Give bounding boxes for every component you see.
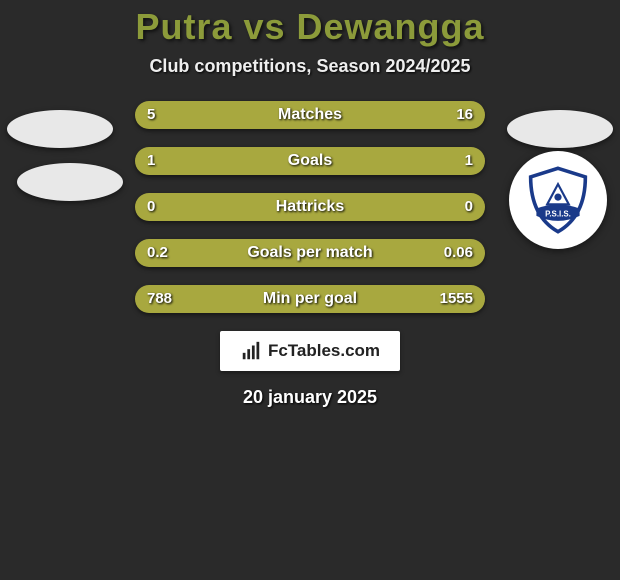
stat-label: Goals per match <box>135 239 485 267</box>
stat-value-left: 788 <box>147 285 172 313</box>
stat-row: Goals1 1 <box>135 147 485 175</box>
stat-value-right: 1555 <box>440 285 473 313</box>
stat-label: Goals <box>135 147 485 175</box>
page-title: Putra vs Dewangga <box>0 6 620 48</box>
branding-block: FcTables.com <box>220 331 400 371</box>
player-right-avatar-1 <box>507 110 613 148</box>
stat-label: Hattricks <box>135 193 485 221</box>
stat-value-left: 0.2 <box>147 239 168 267</box>
stat-row: Min per goal788 1555 <box>135 285 485 313</box>
stat-value-right: 0.06 <box>444 239 473 267</box>
stat-value-right: 16 <box>456 101 473 129</box>
stat-row: Matches5 16 <box>135 101 485 129</box>
team-badge-right: P.S.I.S. <box>509 151 607 249</box>
shield-icon: P.S.I.S. <box>522 164 594 236</box>
infographic-root: Putra vs Dewangga Club competitions, Sea… <box>0 0 620 408</box>
stat-label: Min per goal <box>135 285 485 313</box>
stat-label: Matches <box>135 101 485 129</box>
stat-row: Goals per match0.2 0.06 <box>135 239 485 267</box>
content-area: P.S.I.S. Matches5 16 Goals1 1 Hattricks0 0 Goa… <box>0 101 620 408</box>
player-left-avatar-1 <box>7 110 113 148</box>
stat-bars: Matches5 16 Goals1 1 Hattricks0 0 Goals per ma… <box>135 101 485 313</box>
stat-row: Hattricks0 0 <box>135 193 485 221</box>
stat-value-left: 1 <box>147 147 155 175</box>
stat-value-left: 0 <box>147 193 155 221</box>
page-subtitle: Club competitions, Season 2024/2025 <box>0 56 620 77</box>
chart-icon <box>240 340 262 362</box>
stat-value-right: 1 <box>465 147 473 175</box>
branding-text: FcTables.com <box>268 341 380 361</box>
badge-text: P.S.I.S. <box>545 210 571 219</box>
player-left-avatar-2 <box>17 163 123 201</box>
stat-value-right: 0 <box>465 193 473 221</box>
footer-date: 20 january 2025 <box>0 387 620 408</box>
stat-value-left: 5 <box>147 101 155 129</box>
